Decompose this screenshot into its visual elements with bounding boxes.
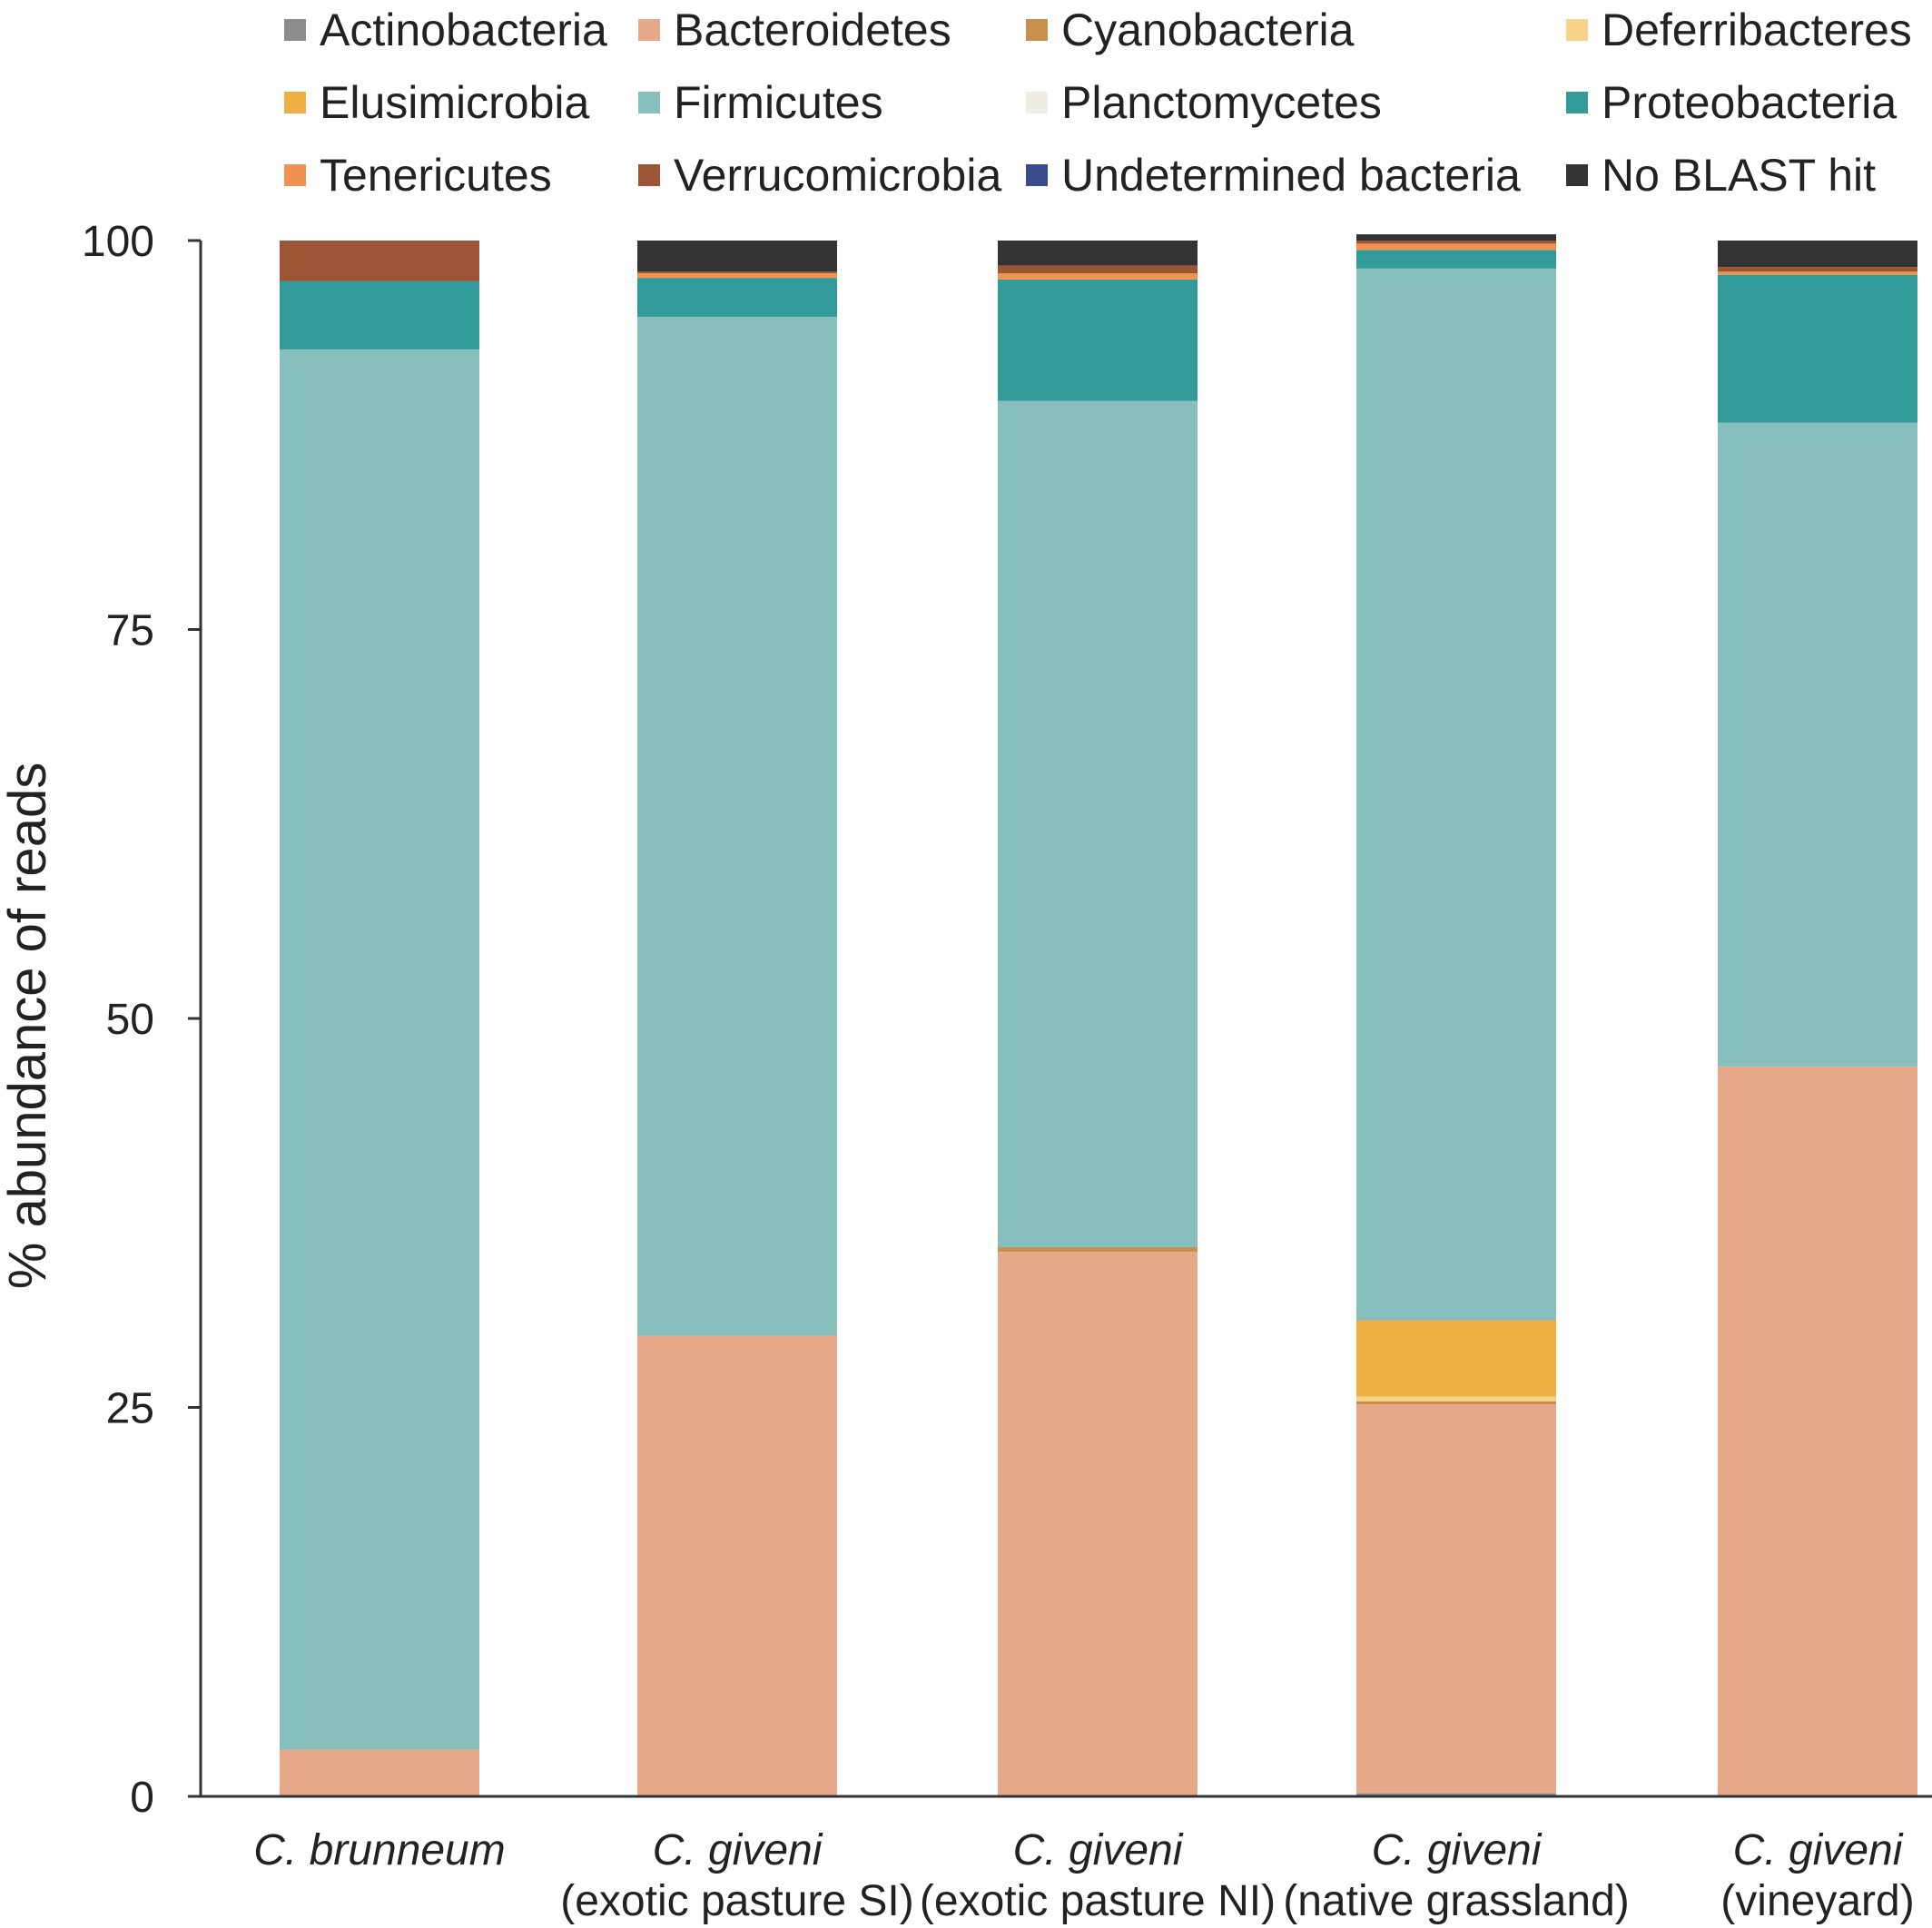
bar-segment	[280, 1749, 479, 1796]
legend-item: Verrucomicrobia	[638, 150, 1001, 201]
legend-swatch	[638, 19, 660, 41]
legend-label: No BLAST hit	[1602, 150, 1876, 201]
x-category-species: C. giveni	[1372, 1826, 1543, 1874]
legend-label: Undetermined bacteria	[1061, 150, 1521, 201]
legend-swatch	[1026, 19, 1048, 41]
x-category-habitat: (exotic pasture SI)	[560, 1877, 913, 1925]
bar-segment	[637, 271, 837, 273]
legend-item: No BLAST hit	[1566, 150, 1876, 201]
x-category-species: C. giveni	[1013, 1826, 1184, 1874]
bar-segment	[998, 1252, 1198, 1796]
legend-swatch	[1566, 92, 1588, 113]
legend-item: Proteobacteria	[1566, 77, 1897, 128]
bar-segment	[1356, 1396, 1556, 1402]
legend-swatch	[1026, 164, 1048, 186]
bar-segment	[1356, 243, 1556, 251]
legend-swatch	[1026, 92, 1048, 113]
legend-label: Firmicutes	[674, 77, 883, 128]
legend-item: Actinobacteria	[284, 5, 607, 55]
bar-segment	[1356, 1401, 1556, 1405]
bar-segment	[998, 272, 1198, 280]
bar-segment	[1718, 267, 1917, 272]
bar-stack	[1718, 241, 1917, 1796]
bar-segment	[637, 316, 837, 1336]
legend-label: Cyanobacteria	[1061, 5, 1355, 55]
y-tick-label: 100	[82, 218, 154, 266]
bar-segment	[1356, 268, 1556, 1321]
x-category-habitat: (exotic pasture NI)	[920, 1877, 1276, 1925]
legend-item: Planctomycetes	[1026, 77, 1382, 128]
y-tick-label: 50	[106, 996, 154, 1044]
x-axis-category-labels: C. brunneum C. giveni(exotic pasture SI)C…	[253, 1826, 1914, 1925]
x-category-species: C. brunneum	[253, 1826, 505, 1874]
x-category-label: C. giveni(vineyard)	[1720, 1826, 1914, 1925]
y-axis-ticks: 0 25 50 75 100	[82, 218, 201, 1822]
legend-swatch	[1566, 19, 1588, 41]
bar-stacks	[280, 234, 1917, 1796]
bar-segment	[1356, 250, 1556, 269]
legend-label: Deferribacteres	[1602, 5, 1912, 55]
x-category-habitat: (native grassland)	[1283, 1877, 1630, 1925]
bar-segment	[1718, 241, 1917, 268]
legend-item: Undetermined bacteria	[1026, 150, 1521, 201]
bar-stack	[280, 241, 479, 1796]
x-category-label: C. brunneum	[253, 1826, 505, 1874]
y-tick-label: 25	[106, 1385, 154, 1433]
bar-segment	[998, 265, 1198, 273]
y-axis-label: % abundance of reads	[0, 762, 57, 1289]
bar-segment	[280, 349, 479, 1750]
bar-segment	[1718, 274, 1917, 423]
bar-segment	[1356, 1320, 1556, 1397]
legend-label: Proteobacteria	[1602, 77, 1897, 128]
legend-label: Tenericutes	[320, 150, 552, 201]
legend-swatch	[284, 164, 306, 186]
y-tick-label: 75	[106, 607, 154, 655]
bar-segment	[637, 1335, 837, 1796]
bar-stack	[998, 241, 1198, 1796]
bar-segment	[1718, 422, 1917, 1067]
bar-segment	[1356, 1793, 1556, 1796]
legend-swatch	[1566, 164, 1588, 186]
bar-segment	[280, 280, 479, 349]
bar-stack	[1356, 234, 1556, 1796]
bar-segment	[1356, 241, 1556, 244]
bar-segment	[1718, 271, 1917, 275]
bar-segment	[1718, 1067, 1917, 1796]
legend-label: Verrucomicrobia	[674, 150, 1001, 201]
bar-segment	[637, 241, 837, 272]
bar-segment	[998, 241, 1198, 266]
legend-swatch	[638, 164, 660, 186]
legend-label: Elusimicrobia	[320, 77, 590, 128]
legend-label: Planctomycetes	[1061, 77, 1382, 128]
legend-item: Cyanobacteria	[1026, 5, 1355, 55]
bar-segment	[1356, 234, 1556, 241]
legend-item: Tenericutes	[284, 150, 552, 201]
bar-segment	[280, 241, 479, 281]
bar-segment	[998, 279, 1198, 401]
x-category-species: C. giveni	[1733, 1826, 1904, 1874]
legend-item: Elusimicrobia	[284, 77, 590, 128]
legend-label: Actinobacteria	[320, 5, 607, 55]
legend-item: Bacteroidetes	[638, 5, 951, 55]
bar-segment	[998, 400, 1198, 1247]
bar-stack	[637, 241, 837, 1796]
x-category-habitat: (vineyard)	[1720, 1877, 1914, 1925]
x-category-label: C. giveni(native grassland)	[1283, 1826, 1630, 1925]
bar-segment	[998, 1246, 1198, 1253]
legend-swatch	[284, 92, 306, 113]
bar-segment	[637, 272, 837, 279]
x-category-label: C. giveni(exotic pasture NI)	[920, 1826, 1276, 1925]
x-category-species: C. giveni	[653, 1826, 823, 1874]
x-category-label: C. giveni(exotic pasture SI)	[560, 1826, 913, 1925]
bar-segment	[1356, 1404, 1556, 1794]
legend-item: Firmicutes	[638, 77, 883, 128]
legend-swatch	[638, 92, 660, 113]
legend-swatch	[284, 19, 306, 41]
legend-label: Bacteroidetes	[674, 5, 951, 55]
bar-segment	[637, 278, 837, 317]
legend-item: Deferribacteres	[1566, 5, 1912, 55]
y-tick-label: 0	[130, 1774, 154, 1822]
chart-legend: Actinobacteria Bacteroidetes Cyanobacteria…	[284, 5, 1912, 201]
